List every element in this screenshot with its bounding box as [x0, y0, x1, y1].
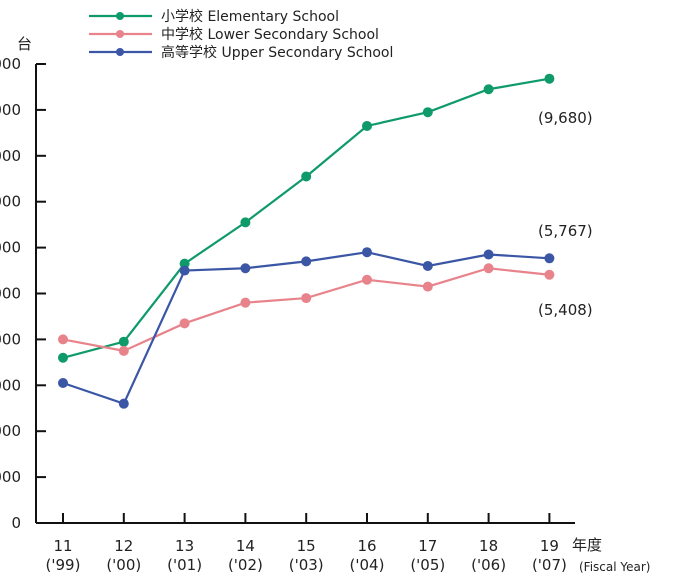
- x-tick-sublabel: ('99): [46, 556, 81, 574]
- end-value-label: (9,680): [538, 109, 593, 127]
- legend-swatch-point: [116, 30, 124, 38]
- series-0: [58, 73, 555, 363]
- end-value-label: (5,408): [538, 301, 593, 319]
- y-tick-label: 000: [0, 468, 21, 486]
- data-point: [544, 253, 555, 264]
- data-point: [118, 336, 129, 347]
- x-tick-label: 18: [479, 537, 498, 555]
- data-point: [544, 269, 555, 280]
- series-lines: [58, 73, 555, 409]
- x-tick-sublabel: ('06): [471, 556, 506, 574]
- data-point: [179, 258, 190, 269]
- data-point: [362, 247, 372, 258]
- y-tick-label: 000: [0, 55, 21, 73]
- data-point: [483, 263, 494, 274]
- data-point: [58, 334, 68, 345]
- data-point: [422, 260, 433, 271]
- data-point: [362, 274, 372, 285]
- x-tick-label: 17: [418, 537, 437, 555]
- data-point: [179, 318, 190, 329]
- x-tick-label: 15: [297, 537, 316, 555]
- data-point: [240, 263, 251, 274]
- data-point: [483, 84, 494, 95]
- data-point: [179, 265, 190, 276]
- y-tick-label: 000: [0, 422, 21, 440]
- y-tick-label: 000: [0, 101, 21, 119]
- legend-item: 中学校 Lower Secondary School: [89, 26, 379, 43]
- x-tick-label: 14: [236, 537, 255, 555]
- y-tick-label: 000: [0, 285, 21, 303]
- x-tick-sublabel: ('05): [410, 556, 445, 574]
- series-1: [58, 263, 555, 356]
- x-tick-sublabel: ('07): [532, 556, 567, 574]
- series-line: [62, 251, 550, 406]
- series-2: [58, 247, 555, 409]
- y-tick-label: 000: [0, 330, 21, 348]
- x-tick-sublabel: ('04): [350, 556, 385, 574]
- legend-item: 小学校 Elementary School: [89, 8, 339, 25]
- end-labels: (9,680) (5,408) (5,767): [538, 109, 593, 319]
- data-point: [240, 297, 251, 308]
- x-tick-label: 19: [540, 537, 559, 555]
- data-point: [422, 281, 433, 292]
- series-line: [62, 77, 550, 359]
- legend-swatch-point: [116, 48, 124, 56]
- legend-swatch-point: [116, 12, 124, 20]
- x-ticks: 11('99)12('00)13('01)14('02)15('03)16('0…: [46, 513, 567, 574]
- data-point: [58, 378, 68, 389]
- data-point: [362, 120, 372, 131]
- x-tick-sublabel: ('00): [106, 556, 141, 574]
- data-point: [301, 171, 312, 182]
- series-line: [62, 267, 550, 353]
- data-point: [118, 398, 129, 409]
- y-tick-label: 000: [0, 147, 21, 165]
- x-tick-label: 12: [114, 537, 133, 555]
- y-tick-label: 000: [0, 193, 21, 211]
- x-tick-label: 11: [53, 537, 72, 555]
- data-point: [58, 352, 68, 363]
- data-point: [422, 107, 433, 118]
- x-tick-label: 13: [175, 537, 194, 555]
- legend-label: 高等学校 Upper Secondary School: [161, 44, 393, 61]
- legend-label: 中学校 Lower Secondary School: [161, 26, 379, 43]
- y-tick-label: 000: [0, 376, 21, 394]
- x-tick-sublabel: ('03): [289, 556, 324, 574]
- x-axis-unit-label-en: (Fiscal Year): [579, 560, 650, 574]
- y-axis-unit-label: 台: [17, 35, 32, 53]
- x-axis-unit-label: 年度: [572, 536, 602, 554]
- x-tick-sublabel: ('02): [228, 556, 263, 574]
- data-point: [301, 293, 312, 304]
- y-tick-label: 000: [0, 239, 21, 257]
- legend-item: 高等学校 Upper Secondary School: [89, 44, 393, 61]
- data-point: [240, 217, 251, 228]
- data-point: [118, 345, 129, 356]
- x-tick-sublabel: ('01): [167, 556, 202, 574]
- data-point: [483, 249, 494, 260]
- y-ticks: 0000000000000000000000000000000: [0, 55, 46, 532]
- data-point: [301, 256, 312, 267]
- data-point: [544, 73, 555, 84]
- x-tick-label: 16: [357, 537, 376, 555]
- y-tick-label: 0: [11, 514, 21, 532]
- end-value-label: (5,767): [538, 222, 593, 240]
- legend-label: 小学校 Elementary School: [161, 8, 339, 25]
